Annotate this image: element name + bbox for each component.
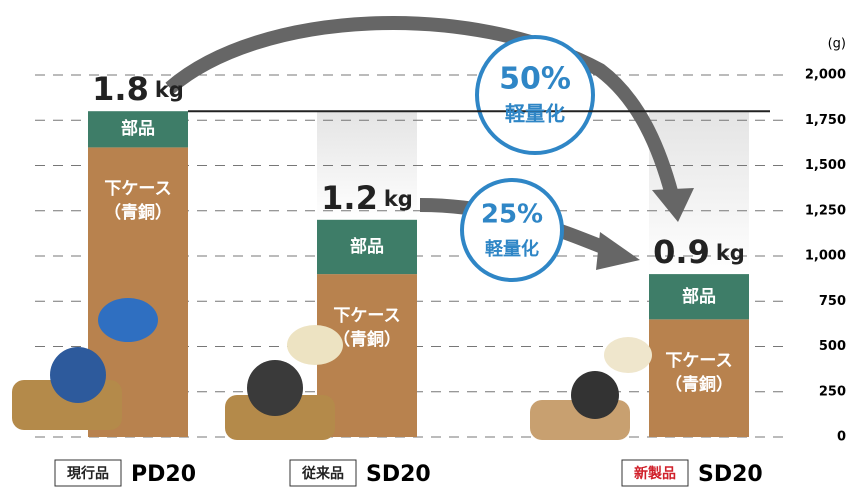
annotation-percent: 50% <box>499 62 571 97</box>
annotation-percent: 25% <box>481 200 543 230</box>
total-value: 1.8 <box>92 70 149 108</box>
y-tick-label: 250 <box>819 384 846 399</box>
total-unit: kg <box>716 241 745 265</box>
axis-unit: (g) <box>828 37 846 52</box>
y-tick-label: 1,500 <box>805 158 846 173</box>
total-unit: kg <box>384 187 413 211</box>
badge <box>462 180 562 280</box>
segment-label: 下ケース （青銅） <box>317 304 417 352</box>
segment-label: 下ケース （青銅） <box>88 177 188 225</box>
arrow <box>170 23 672 195</box>
y-tick-label: 1,000 <box>805 249 846 264</box>
y-tick-label: 500 <box>819 339 846 354</box>
annotation-text: 軽量化 <box>505 102 565 126</box>
x-tick-label: PD20 <box>131 462 196 487</box>
category-tag: 従来品 <box>301 465 344 482</box>
arrowhead <box>596 232 640 270</box>
total-value: 0.9 <box>653 233 710 271</box>
y-tick-label: 750 <box>819 294 846 309</box>
segment-label: 下ケース （青銅） <box>649 349 749 397</box>
category-tag: 新製品 <box>634 465 676 482</box>
annotation-text: 軽量化 <box>485 238 539 260</box>
x-tick-label: SD20 <box>366 462 431 487</box>
segment-label: 部品 <box>649 285 749 309</box>
y-tick-label: 1,250 <box>805 203 846 218</box>
total-unit: kg <box>155 78 184 102</box>
y-tick-label: 1,750 <box>805 113 846 128</box>
y-tick-label: 2,000 <box>805 68 846 83</box>
segment-label: 部品 <box>317 235 417 259</box>
x-tick-label: SD20 <box>698 462 763 487</box>
chart: (g) 0 250 500 750 1,000 1,250 1,500 1,750 2,000 1.… <box>0 0 850 489</box>
page: (g) 0 250 500 750 1,000 1,250 1,500 1,750 2,000 1.… <box>0 0 850 489</box>
y-tick-label: 0 <box>837 430 846 445</box>
category-tag: 現行品 <box>67 465 109 482</box>
total-value: 1.2 <box>321 179 378 217</box>
segment-label: 部品 <box>88 117 188 141</box>
